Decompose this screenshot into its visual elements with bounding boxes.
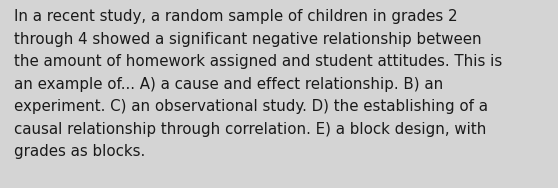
Text: In a recent study, a random sample of children in grades 2
through 4 showed a si: In a recent study, a random sample of ch…	[14, 9, 502, 159]
